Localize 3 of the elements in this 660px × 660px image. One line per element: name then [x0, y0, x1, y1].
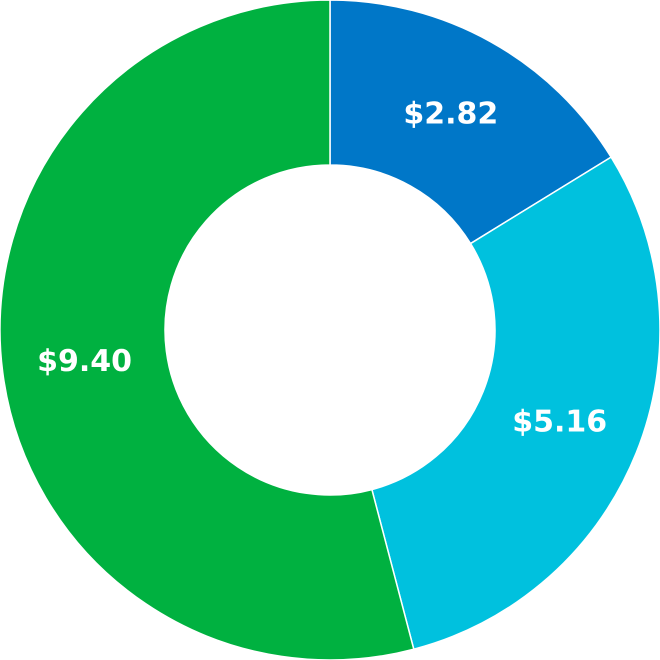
- data-label: $5.16: [512, 404, 608, 440]
- data-label: $2.82: [403, 96, 498, 132]
- data-label: $9.40: [37, 344, 132, 380]
